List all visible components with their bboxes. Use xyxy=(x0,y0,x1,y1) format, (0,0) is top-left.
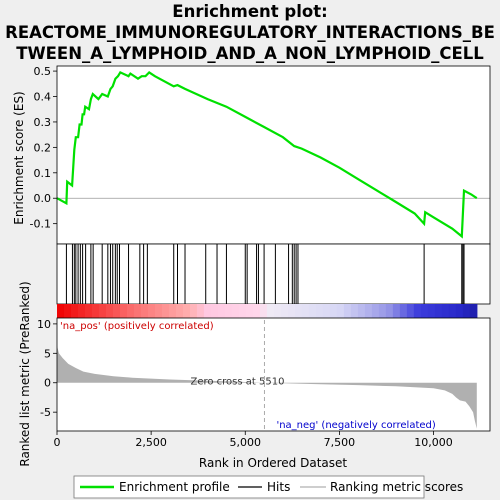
colorbar-segment xyxy=(189,304,198,318)
metric-y-tick-label: 10 xyxy=(37,318,51,331)
metric-plot-frame xyxy=(56,317,491,432)
colorbar-segment xyxy=(273,304,282,318)
colorbar-segment xyxy=(462,304,471,318)
colorbar-segment xyxy=(63,304,72,318)
colorbar-segment xyxy=(119,304,128,318)
title-line-1: Enrichment plot: xyxy=(172,2,327,21)
colorbar-segment xyxy=(329,304,338,318)
x-tick-label: 0 xyxy=(54,436,61,449)
colorbar-segment xyxy=(336,304,345,318)
colorbar-segment xyxy=(378,304,387,318)
colorbar-segment xyxy=(455,304,464,318)
colorbar-segment xyxy=(364,304,373,318)
es-y-tick-label: 0.5 xyxy=(34,65,52,78)
enrichment-profile-line xyxy=(56,70,478,239)
colorbar-segment xyxy=(427,304,436,318)
colorbar-segment xyxy=(322,304,331,318)
colorbar-segment xyxy=(280,304,289,318)
colorbar-segment xyxy=(259,304,268,318)
colorbar-segment xyxy=(105,304,114,318)
colorbar-segment xyxy=(301,304,310,318)
x-tick-label: 5,000 xyxy=(230,436,262,449)
colorbar-segment xyxy=(287,304,296,318)
rank-colorbar xyxy=(57,304,478,318)
colorbar-segment xyxy=(399,304,408,318)
legend-hits-label: Hits xyxy=(267,480,290,494)
colorbar-segment xyxy=(350,304,359,318)
colorbar-segment xyxy=(392,304,401,318)
metric-y-axis-label: Ranked list metric (PreRanked) xyxy=(18,281,32,466)
colorbar-segment xyxy=(238,304,247,318)
colorbar-segment xyxy=(84,304,93,318)
es-y-tick-label: 0.3 xyxy=(34,116,52,129)
colorbar-segment xyxy=(154,304,163,318)
colorbar-segment xyxy=(406,304,415,318)
colorbar-segment xyxy=(315,304,324,318)
colorbar-segment xyxy=(308,304,317,318)
colorbar-segment xyxy=(371,304,380,318)
x-tick-label: 2,500 xyxy=(135,436,167,449)
title-line-2: REACTOME_IMMUNOREGULATORY_INTERACTIONS_B… xyxy=(5,23,495,42)
colorbar-segment xyxy=(140,304,149,318)
colorbar-segment xyxy=(245,304,254,318)
colorbar-segment xyxy=(343,304,352,318)
colorbar-segment xyxy=(112,304,121,318)
x-tick-label: 10,000 xyxy=(414,436,453,449)
es-y-tick-label: -0.1 xyxy=(30,218,51,231)
colorbar-segment xyxy=(441,304,450,318)
colorbar-segment xyxy=(252,304,261,318)
colorbar-segment xyxy=(294,304,303,318)
na-neg-label: 'na_neg' (negatively correlated) xyxy=(276,420,435,431)
colorbar-segment xyxy=(224,304,233,318)
colorbar-segment xyxy=(434,304,443,318)
colorbar-segment xyxy=(182,304,191,318)
colorbar-segment xyxy=(203,304,212,318)
na-pos-label: 'na_pos' (positively correlated) xyxy=(60,321,214,332)
colorbar-segment xyxy=(77,304,86,318)
legend-metric-label: Ranking metric scores xyxy=(330,480,463,494)
colorbar-segment xyxy=(91,304,100,318)
es-y-tick-label: 0.1 xyxy=(34,167,52,180)
colorbar-segment xyxy=(57,304,65,318)
hit-marks xyxy=(65,244,465,304)
es-y-axis-label: Enrichment score (ES) xyxy=(12,91,26,224)
colorbar-segment xyxy=(385,304,394,318)
colorbar-segment xyxy=(266,304,275,318)
metric-y-axis: -5 0 5 10 xyxy=(37,318,57,419)
legend-enrichment-label: Enrichment profile xyxy=(119,480,230,494)
hits-panel xyxy=(57,244,490,304)
colorbar-segment xyxy=(217,304,226,318)
es-y-tick-label: 0.0 xyxy=(34,192,52,205)
es-plot-area xyxy=(57,66,490,244)
colorbar-segment xyxy=(231,304,240,318)
colorbar-segment xyxy=(448,304,457,318)
zero-cross-label: Zero cross at 5510 xyxy=(190,377,284,388)
x-axis-label: Rank in Ordered Dataset xyxy=(199,456,347,470)
colorbar-segment xyxy=(147,304,156,318)
metric-y-tick-label: -5 xyxy=(40,406,51,419)
es-y-tick-label: 0.2 xyxy=(34,141,52,154)
title-line-3: TWEEN_A_LYMPHOID_AND_A_NON_LYMPHOID_CELL xyxy=(16,44,484,63)
colorbar-segment xyxy=(413,304,422,318)
metric-plot-area xyxy=(57,318,490,431)
colorbar-segment xyxy=(175,304,184,318)
colorbar-segment xyxy=(70,304,79,318)
es-y-tick-label: 0.4 xyxy=(34,91,52,104)
metric-y-tick-label: 5 xyxy=(44,347,51,360)
es-y-axis: -0.1 0.0 0.1 0.2 0.3 0.4 0.5 xyxy=(30,65,57,231)
colorbar-segment xyxy=(98,304,107,318)
colorbar-segment xyxy=(357,304,366,318)
colorbar-segment xyxy=(126,304,135,318)
colorbar-segment xyxy=(168,304,177,318)
colorbar-segment xyxy=(161,304,170,318)
colorbar-segment xyxy=(469,304,478,318)
colorbar-segment xyxy=(420,304,429,318)
colorbar-segment xyxy=(210,304,219,318)
colorbar-segment xyxy=(196,304,205,318)
colorbar-segment xyxy=(133,304,142,318)
metric-y-tick-label: 0 xyxy=(44,377,51,390)
x-tick-label: 7,500 xyxy=(324,436,356,449)
x-axis: 0 2,500 5,000 7,500 10,000 xyxy=(54,431,453,449)
